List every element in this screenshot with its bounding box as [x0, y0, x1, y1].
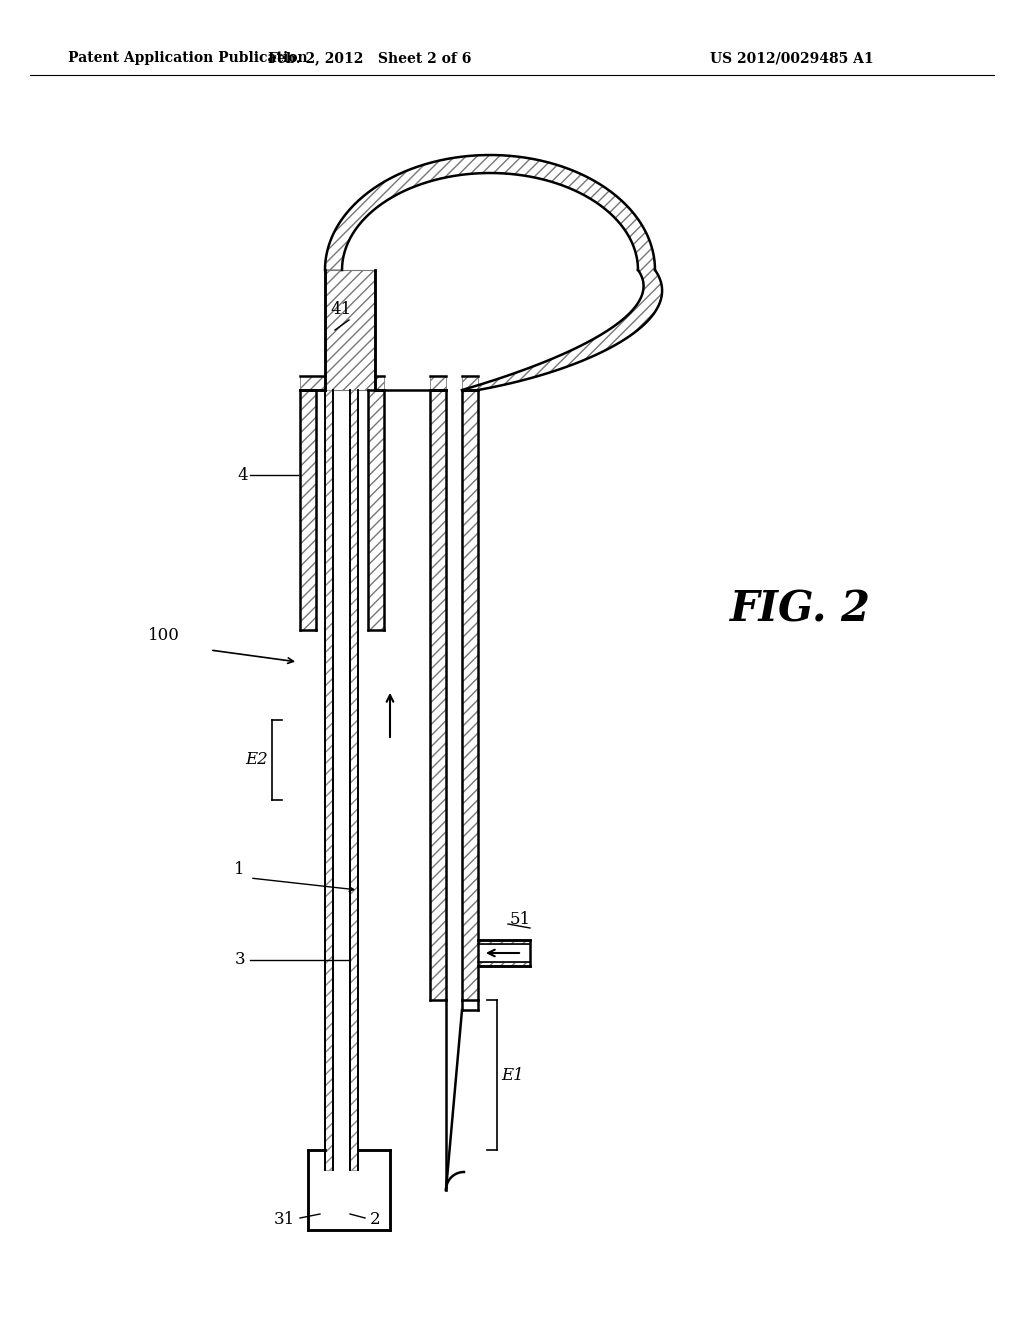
Polygon shape	[325, 271, 375, 389]
Polygon shape	[325, 630, 333, 1170]
Text: US 2012/0029485 A1: US 2012/0029485 A1	[710, 51, 873, 65]
Text: Patent Application Publication: Patent Application Publication	[68, 51, 307, 65]
Text: FIG. 2: FIG. 2	[730, 589, 871, 631]
Polygon shape	[375, 376, 384, 389]
Polygon shape	[300, 376, 325, 389]
Text: 31: 31	[273, 1212, 295, 1229]
Text: 1: 1	[234, 862, 245, 879]
Polygon shape	[300, 389, 316, 630]
Polygon shape	[368, 389, 384, 630]
Text: 41: 41	[330, 301, 351, 318]
Text: 51: 51	[510, 912, 531, 928]
Text: Feb. 2, 2012   Sheet 2 of 6: Feb. 2, 2012 Sheet 2 of 6	[268, 51, 472, 65]
Text: E1: E1	[501, 1067, 523, 1084]
Polygon shape	[478, 940, 530, 944]
Polygon shape	[350, 630, 358, 1170]
Polygon shape	[430, 389, 446, 1001]
Polygon shape	[325, 389, 333, 1170]
Text: 4: 4	[238, 466, 248, 483]
Text: 100: 100	[148, 627, 180, 644]
Polygon shape	[350, 389, 358, 1170]
Polygon shape	[325, 154, 663, 389]
Text: 2: 2	[370, 1212, 381, 1229]
Polygon shape	[478, 962, 530, 966]
Polygon shape	[430, 376, 446, 389]
Text: 3: 3	[234, 952, 245, 969]
Polygon shape	[462, 376, 478, 389]
Text: E2: E2	[246, 751, 268, 768]
Polygon shape	[462, 389, 478, 1001]
